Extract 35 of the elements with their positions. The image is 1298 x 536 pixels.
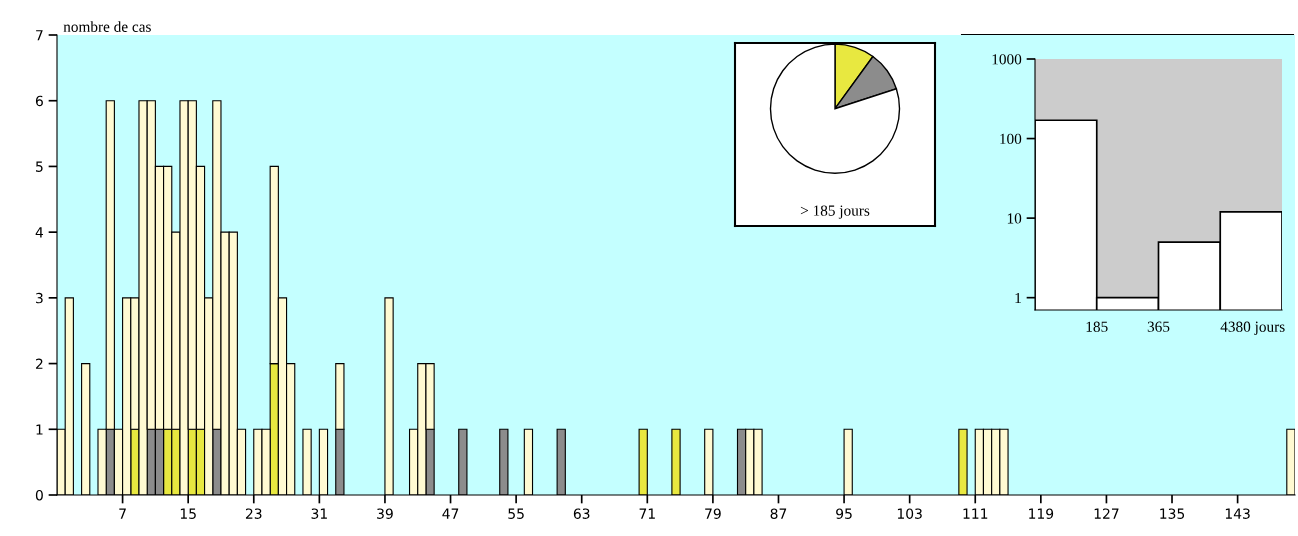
x-tick-label: 119 — [1029, 508, 1054, 519]
y-tick-label: 1 — [1015, 292, 1021, 303]
x-tick-label: 47 — [442, 508, 459, 519]
x-tick-label: 7 — [119, 508, 126, 519]
text: > 185 jours — [800, 205, 870, 219]
x-tick-label: 127 — [1094, 508, 1119, 519]
annotation: 185 — [1086, 321, 1108, 332]
y-tick-label: 5 — [36, 161, 43, 172]
x-tick-label: 15 — [180, 508, 196, 519]
y-tick-label: 4 — [35, 227, 44, 238]
x-tick-label: 143 — [1225, 508, 1250, 519]
annotation: 365 — [1147, 321, 1170, 332]
y-tick-label: 2 — [35, 358, 43, 369]
y-tick-label: 0 — [35, 489, 43, 501]
x-tick-label: 111 — [963, 508, 988, 519]
y-tick-label: 6 — [35, 95, 43, 107]
x-tick-label: 135 — [1160, 508, 1185, 519]
y-tick-label: 1 — [36, 424, 43, 435]
x-tick-label: 71 — [639, 508, 655, 519]
y-tick-label: 1000 — [992, 54, 1022, 65]
annotation: 4380 jours — [1220, 321, 1285, 335]
x-tick-label: 87 — [770, 508, 787, 519]
x-tick-label: 63 — [573, 508, 590, 519]
x-tick-label: 103 — [897, 508, 922, 519]
x-tick-label: 55 — [508, 508, 524, 519]
y-tick-label: 7 — [36, 30, 43, 41]
y-axis-title: nombre de cas — [63, 21, 151, 32]
x-tick-label: 95 — [836, 508, 852, 519]
y-tick-label: 3 — [36, 292, 43, 304]
x-tick-label: 39 — [377, 508, 393, 519]
y-tick-label: 10 — [1007, 213, 1022, 224]
x-tick-label: 79 — [705, 508, 721, 519]
x-tick-label: 31 — [311, 508, 327, 519]
y-tick-label: 100 — [1000, 133, 1022, 145]
x-tick-label: 23 — [245, 508, 262, 519]
